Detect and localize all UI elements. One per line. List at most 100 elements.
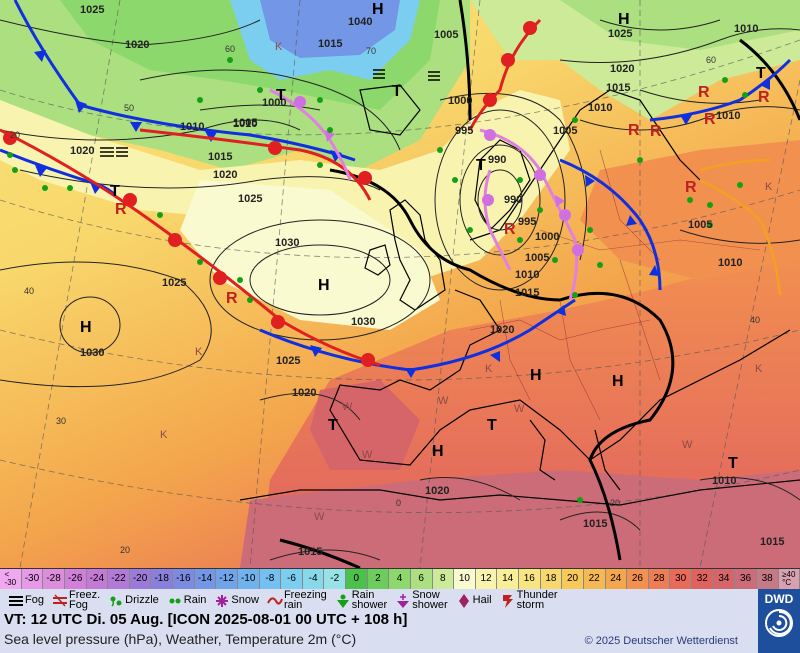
svg-text:1025: 1025 [608,28,632,40]
colorbar-cell: 2 [367,569,390,589]
legend-item: Drizzle [108,589,159,611]
svg-text:1015: 1015 [515,287,539,299]
mild-band [0,90,570,280]
svg-text:1020: 1020 [125,39,149,51]
legend-label: Drizzle [125,594,159,606]
svg-text:1025: 1025 [80,4,104,16]
svg-text:1005: 1005 [434,29,458,41]
svg-text:1010: 1010 [515,269,539,281]
chart-subtitle: Sea level pressure (hPa), Weather, Tempe… [4,631,357,647]
svg-text:K: K [275,41,283,53]
legend-item: Rain shower [335,589,387,611]
svg-text:1005: 1005 [688,219,712,231]
legend-label: Rain shower [351,589,388,611]
legend-item: Freezing rain [267,589,327,611]
high-center-label: H [80,319,92,336]
rain-icon [167,593,181,607]
svg-text:1030: 1030 [80,347,104,359]
svg-text:30: 30 [56,416,66,426]
occluded-symbols [294,96,584,256]
legend-item: Freez. Fog [52,589,100,611]
svg-text:1005: 1005 [525,252,549,264]
svg-text:1020: 1020 [70,145,94,157]
arctic-mild [560,0,800,50]
svg-text:1020: 1020 [490,324,514,336]
country-borders [469,149,761,421]
colorbar-cell: < -30 [0,569,22,589]
svg-text:T: T [392,83,402,100]
svg-text:T: T [110,183,120,200]
thunderstorm-icon [500,593,514,608]
weather-legend: Fog Freez. Fog Drizzle Rain Snow Freezing rai… [0,589,758,611]
colorbar-cell: -28 [43,569,65,589]
precipitation-symbols [7,57,748,503]
snow-icon [214,593,229,607]
svg-text:1010: 1010 [718,257,742,269]
rain-shower-icon [335,593,349,608]
svg-text:1015: 1015 [208,151,232,163]
colorbar-cell: 28 [648,569,671,589]
dwd-logo: DWD [758,589,800,653]
svg-text:H: H [318,277,330,294]
svg-text:1000: 1000 [448,95,472,107]
svg-text:1025: 1025 [276,355,300,367]
svg-text:1010: 1010 [588,102,612,114]
colorbar-cell: 30 [670,569,692,589]
colorbar-cell: -16 [173,569,195,589]
colorbar-cell: -4 [302,569,325,589]
svg-text:70: 70 [366,46,376,56]
svg-text:20: 20 [10,130,20,140]
legend-label: Freez. Fog [68,589,101,611]
colorbar-cell: 18 [540,569,563,589]
colorbar-cell: 26 [627,569,649,589]
colorbar-cell: 32 [692,569,714,589]
colorbar-cell: 14 [497,569,519,589]
freezing-rain-icon [267,593,283,607]
svg-text:1030: 1030 [351,316,375,328]
svg-text:1020: 1020 [425,485,449,497]
svg-text:1015: 1015 [583,518,607,530]
svg-text:995: 995 [518,216,536,228]
colorbar-cell: -22 [108,569,130,589]
svg-text:1015: 1015 [760,536,784,548]
svg-text:T: T [276,87,286,104]
hail-icon [456,593,470,608]
svg-text:1025: 1025 [162,277,186,289]
svg-text:1005: 1005 [233,117,257,129]
colorbar-cell: -20 [129,569,152,589]
colorbar-cell: ≥40 °C [778,569,800,589]
colorbar-cell: 0 [346,569,368,589]
svg-text:K: K [755,363,763,375]
legend-label: Snow shower [412,589,448,611]
colorbar-cell: 8 [432,569,455,589]
svg-text:1010: 1010 [716,110,740,122]
copyright: © 2025 Deutscher Wetterdienst [584,635,738,647]
svg-text:0: 0 [396,498,401,508]
snow-shower-icon [395,593,410,608]
hot-region-2 [580,140,800,280]
colorbar-cell: -18 [151,569,173,589]
drizzle-icon [108,593,122,607]
svg-text:1010: 1010 [233,118,257,130]
svg-text:20: 20 [610,498,620,508]
swirl-icon [765,609,793,637]
svg-text:40: 40 [24,286,34,296]
svg-text:R: R [115,201,127,218]
svg-text:H: H [372,1,384,18]
svg-text:H: H [612,373,624,390]
colorbar-cell: 34 [713,569,736,589]
colorbar-cell: -10 [237,569,260,589]
svg-text:995: 995 [455,125,473,137]
legend-label: Rain [183,594,207,606]
svg-text:W: W [342,401,353,413]
colorbar-cell: 24 [605,569,628,589]
svg-text:H: H [432,443,444,460]
chart-footer: VT: 12 UTC Di. 05 Aug. [ICON 2025-08-01 … [0,611,758,653]
svg-text:T: T [487,417,497,434]
pressure-centers: H H T T T H H H H T T H T T T [80,1,766,472]
legend-label: Freezing rain [283,589,327,611]
svg-text:W: W [314,511,325,523]
trough-lines [279,0,800,568]
svg-text:1015: 1015 [318,38,342,50]
svg-text:1020: 1020 [213,169,237,181]
